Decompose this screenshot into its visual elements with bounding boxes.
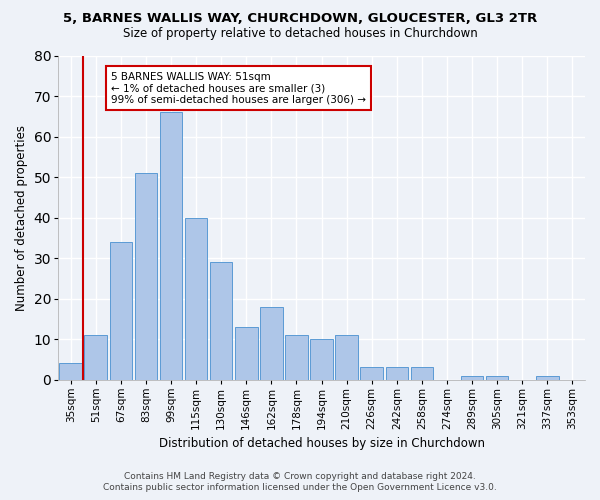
Text: 5 BARNES WALLIS WAY: 51sqm
← 1% of detached houses are smaller (3)
99% of semi-d: 5 BARNES WALLIS WAY: 51sqm ← 1% of detac… (111, 72, 366, 105)
Bar (285, 335, 308, 380)
Bar (134, 173, 157, 380)
Bar (310, 339, 333, 380)
Bar (536, 376, 559, 380)
Bar (386, 368, 408, 380)
Bar (260, 306, 283, 380)
Bar (461, 376, 484, 380)
Bar (185, 218, 208, 380)
Text: 5, BARNES WALLIS WAY, CHURCHDOWN, GLOUCESTER, GL3 2TR: 5, BARNES WALLIS WAY, CHURCHDOWN, GLOUCE… (63, 12, 537, 26)
Bar (160, 112, 182, 380)
Text: Contains HM Land Registry data © Crown copyright and database right 2024.
Contai: Contains HM Land Registry data © Crown c… (103, 472, 497, 492)
Bar (210, 262, 232, 380)
Bar (361, 368, 383, 380)
Bar (59, 364, 82, 380)
Bar (85, 335, 107, 380)
Bar (335, 335, 358, 380)
Bar (410, 368, 433, 380)
Y-axis label: Number of detached properties: Number of detached properties (15, 124, 28, 310)
Bar (486, 376, 508, 380)
Text: Size of property relative to detached houses in Churchdown: Size of property relative to detached ho… (122, 28, 478, 40)
Bar (235, 327, 257, 380)
Bar (110, 242, 132, 380)
X-axis label: Distribution of detached houses by size in Churchdown: Distribution of detached houses by size … (158, 437, 485, 450)
